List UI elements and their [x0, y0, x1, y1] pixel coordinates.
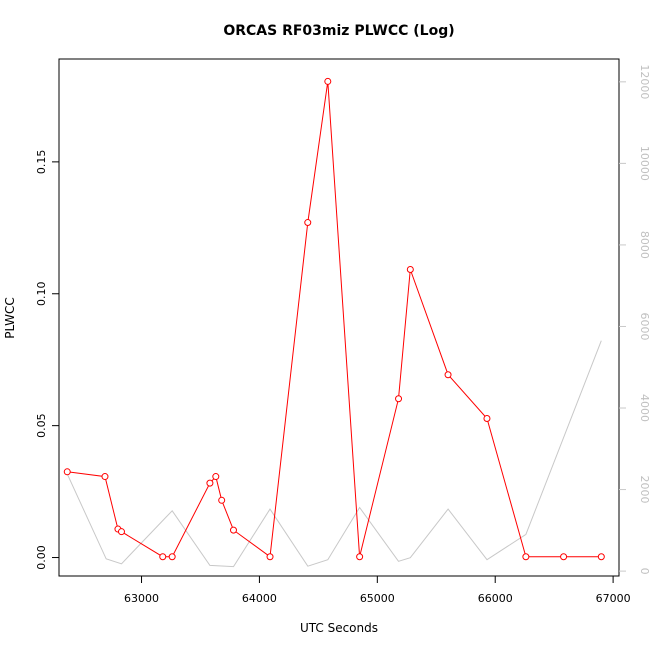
y2-tick-label: 8000 [638, 231, 650, 259]
y-tick-label: 0.15 [35, 150, 48, 175]
data-point [266, 553, 274, 561]
y2-tick-label: 6000 [638, 312, 650, 340]
data-point [304, 219, 312, 227]
data-point [63, 468, 71, 476]
y-axis-label: PLWCC [3, 297, 17, 338]
y-tick-label: 0.10 [35, 282, 48, 307]
x-tick-label: 63000 [124, 592, 159, 605]
data-point [444, 371, 452, 379]
data-point [229, 526, 237, 534]
y-tick-label: 0.00 [35, 545, 48, 570]
plot-frame [58, 58, 620, 577]
x-tick-label: 65000 [360, 592, 395, 605]
data-point [560, 553, 568, 561]
y2-tick-label: 10000 [638, 146, 650, 181]
data-point [395, 395, 403, 403]
y2-tick-label: 0 [638, 568, 650, 575]
y2-tick-label: 12000 [638, 64, 650, 99]
x-axis-label: UTC Seconds [300, 621, 378, 635]
data-point [168, 553, 176, 561]
x-tick-label: 64000 [242, 592, 277, 605]
y2-tick-label: 2000 [638, 476, 650, 504]
data-point [117, 528, 125, 536]
y-tick-label: 0.05 [35, 413, 48, 438]
x-tick-label: 67000 [596, 592, 631, 605]
y2-tick-label: 4000 [638, 394, 650, 422]
data-point [212, 473, 220, 481]
data-point [597, 553, 605, 561]
x-tick-label: 66000 [478, 592, 513, 605]
data-point [406, 265, 414, 273]
data-point [356, 553, 364, 561]
data-point [206, 479, 214, 487]
data-point [522, 553, 530, 561]
data-point [218, 496, 226, 504]
x-axis: 63000 64000 65000 66000 67000 [124, 576, 631, 605]
y-axis: 0.00 0.05 0.10 0.15 [35, 150, 59, 570]
data-point [483, 415, 491, 423]
series-layer [63, 77, 605, 568]
data-point [101, 473, 109, 481]
secondary-series-line [66, 340, 602, 568]
y2-axis: 0 2000 4000 6000 8000 10000 12000 [619, 64, 650, 575]
chart-title: ORCAS RF03miz PLWCC (Log) [223, 23, 454, 39]
data-point [324, 77, 332, 85]
data-point [159, 553, 167, 561]
